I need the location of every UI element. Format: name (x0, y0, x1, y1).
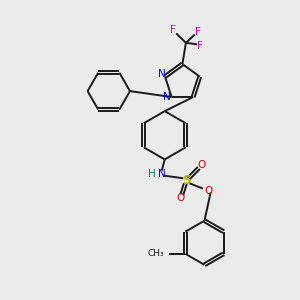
Text: O: O (177, 193, 185, 203)
Text: N: N (158, 69, 166, 79)
Text: N: N (158, 169, 166, 179)
Text: H: H (148, 169, 156, 178)
Text: O: O (197, 160, 206, 170)
Text: N: N (164, 92, 171, 102)
Text: F: F (170, 26, 176, 35)
Text: S: S (182, 174, 191, 187)
Text: F: F (195, 27, 201, 37)
Text: CH₃: CH₃ (147, 249, 164, 258)
Text: F: F (197, 41, 203, 51)
Text: O: O (204, 186, 212, 196)
